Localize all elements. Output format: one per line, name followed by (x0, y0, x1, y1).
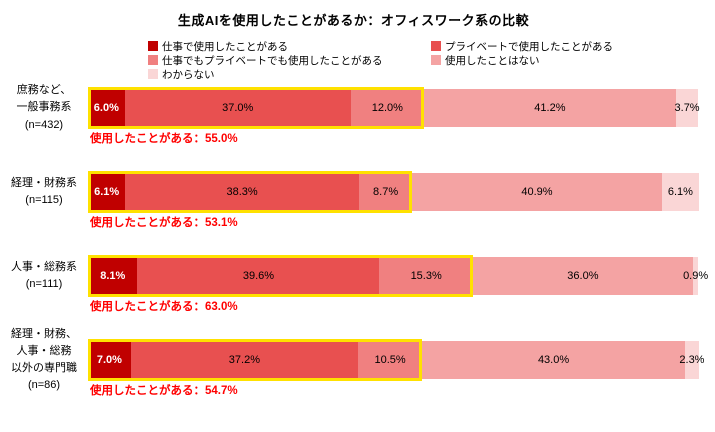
bar-segment: 38.3% (125, 173, 360, 211)
bar-segment: 8.7% (359, 173, 413, 211)
bar-segment: 2.3% (679, 341, 704, 379)
bar-segment: 6.1% (88, 173, 126, 211)
chart-row: 経理・財務系 (n=115) 6.1% 38.3% 8.7% 40.9% 6.1… (0, 171, 707, 230)
segment-label: 40.9% (521, 186, 553, 198)
legend-swatch-never-icon (431, 55, 441, 65)
stacked-bar-chart: 庶務など、 一般事務系 (n=432) 6.0% 37.0% 12.0% 41.… (0, 84, 708, 398)
annotation: 使用したことがある：63.0% (90, 301, 238, 313)
bar-segment: 15.3% (379, 257, 473, 295)
stacked-bar: 6.1% 38.3% 8.7% 40.9% 6.1% (88, 171, 700, 213)
bar-segment: 37.2% (130, 341, 359, 379)
bar-segment: 3.7% (674, 89, 700, 127)
bar-segment: 40.9% (412, 173, 662, 211)
segment-label: 12.0% (371, 102, 403, 114)
legend-label: 仕事で使用したことがある (162, 40, 288, 53)
legend-swatch-both-icon (148, 55, 158, 65)
annotation: 使用したことがある：53.1% (90, 217, 238, 229)
segment-label: 6.1% (94, 186, 120, 198)
stacked-bar: 6.0% 37.0% 12.0% 41.2% 3.7% (88, 87, 700, 129)
legend-swatch-private-icon (431, 41, 441, 51)
bar-segment: 37.0% (124, 89, 351, 127)
annotation: 使用したことがある：54.7% (90, 385, 238, 397)
segment-label: 6.1% (667, 186, 693, 198)
legend-item: 仕事でもプライベートでも使用したことがある (148, 53, 431, 67)
segment-label: 2.3% (679, 354, 705, 366)
bar-area: 7.0% 37.2% 10.5% 43.0% 2.3% 使用したことがある：54… (88, 339, 704, 398)
category-label: 庶務など、 一般事務系 (n=432) (16, 84, 72, 131)
legend-item: プライベートで使用したことがある (431, 39, 707, 53)
segment-label: 8.1% (100, 270, 126, 282)
legend-item: 仕事で使用したことがある (148, 39, 431, 53)
segment-label: 7.0% (96, 354, 122, 366)
segment-label: 15.3% (410, 270, 442, 282)
bar-segment: 7.0% (88, 341, 131, 379)
legend-swatch-work-icon (148, 41, 158, 51)
segment-label: 37.0% (222, 102, 254, 114)
category-label: 人事・総務系 (n=111) (11, 260, 77, 290)
annotation: 使用したことがある：55.0% (90, 133, 238, 145)
legend-item: 使用したことはない (431, 53, 707, 67)
stacked-bar: 8.1% 39.6% 15.3% 36.0% 0.9% (88, 255, 708, 297)
segment-label: 41.2% (534, 102, 566, 114)
legend-item: わからない (148, 67, 431, 81)
legend-swatch-unknown-icon (148, 69, 158, 79)
bar-segment: 0.9% (683, 257, 708, 295)
segment-label: 0.9% (683, 270, 709, 282)
legend: 仕事で使用したことがある プライベートで使用したことがある 仕事でもプライベート… (148, 39, 707, 81)
stacked-bar: 7.0% 37.2% 10.5% 43.0% 2.3% (88, 339, 704, 381)
bar-segment: 10.5% (358, 341, 423, 379)
chart-row: 経理・財務、 人事・総務 以外の専門職 (n=86) 7.0% 37.2% 10… (0, 327, 707, 398)
legend-label: プライベートで使用したことがある (445, 40, 613, 53)
page-title: 生成AIを使用したことがあるか：オフィスワーク系の比較 (177, 13, 530, 28)
category-label: 経理・財務系 (n=115) (11, 176, 77, 206)
bar-segment: 8.1% (88, 257, 138, 295)
chart-row: 庶務など、 一般事務系 (n=432) 6.0% 37.0% 12.0% 41.… (0, 84, 707, 146)
segment-label: 38.3% (226, 186, 258, 198)
chart-row: 人事・総務系 (n=111) 8.1% 39.6% 15.3% 36.0% 0.… (0, 255, 708, 314)
segment-label: 37.2% (228, 354, 260, 366)
legend-label: わからない (162, 68, 215, 81)
category-label: 経理・財務、 人事・総務 以外の専門職 (n=86) (11, 327, 77, 392)
bar-segment: 6.0% (88, 89, 125, 127)
segment-label: 8.7% (373, 186, 399, 198)
bar-area: 6.0% 37.0% 12.0% 41.2% 3.7% 使用したことがある：55… (88, 87, 700, 146)
bar-segment: 43.0% (422, 341, 685, 379)
segment-label: 6.0% (93, 102, 119, 114)
bar-segment: 6.1% (661, 173, 700, 211)
bar-area: 6.1% 38.3% 8.7% 40.9% 6.1% 使用したことがある：53.… (88, 171, 700, 230)
segment-label: 43.0% (537, 354, 570, 366)
bar-area: 8.1% 39.6% 15.3% 36.0% 0.9% 使用したことがある：63… (88, 255, 708, 314)
segment-label: 3.7% (674, 102, 700, 114)
bar-segment: 36.0% (472, 257, 693, 295)
segment-label: 36.0% (567, 270, 599, 282)
legend-label: 使用したことはない (445, 54, 540, 67)
segment-label: 39.6% (242, 270, 275, 282)
bar-segment: 12.0% (350, 89, 425, 127)
bar-segment: 41.2% (424, 89, 676, 127)
legend-label: 仕事でもプライベートでも使用したことがある (162, 54, 383, 67)
bar-segment: 39.6% (137, 257, 380, 295)
segment-label: 10.5% (374, 354, 406, 366)
